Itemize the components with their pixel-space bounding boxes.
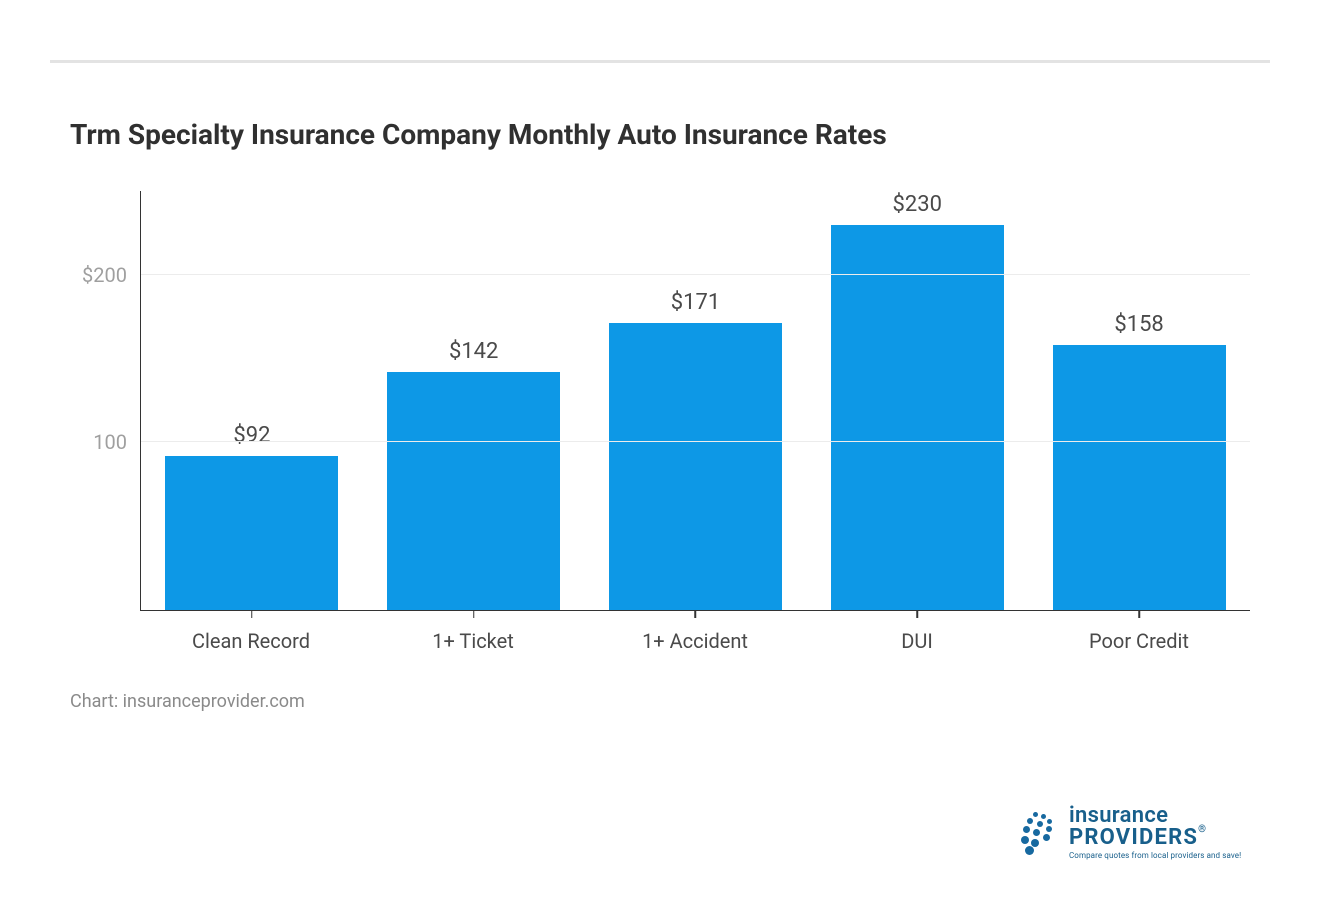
- bar: $92: [165, 456, 338, 610]
- bar: $230: [831, 225, 1004, 610]
- bar-slot: $230: [806, 191, 1028, 610]
- bar-value-label: $158: [1114, 312, 1163, 337]
- y-tick-label: $200: [82, 263, 141, 287]
- x-axis-label: 1+ Ticket: [362, 611, 584, 661]
- logo-registered-mark: ®: [1198, 824, 1206, 835]
- x-axis-label: 1+ Accident: [584, 611, 806, 661]
- bars-group: $92 $142 $171 $230 $158: [141, 191, 1250, 610]
- bar-value-label: $171: [671, 290, 720, 315]
- x-axis-label: DUI: [806, 611, 1028, 661]
- logo-wordmark: insurance PROVIDERS®: [1069, 805, 1241, 849]
- logo-row: insurance PROVIDERS® Compare quotes from…: [1015, 805, 1265, 860]
- top-rule: [50, 60, 1270, 63]
- y-tick-label: 100: [93, 430, 141, 454]
- x-axis-label: Poor Credit: [1028, 611, 1250, 661]
- bar: $158: [1053, 345, 1226, 610]
- bar-slot: $142: [363, 191, 585, 610]
- chart-area: $92 $142 $171 $230 $158 100 $200 Clean Record…: [70, 191, 1250, 661]
- bar-slot: $92: [141, 191, 363, 610]
- bar-value-label: $92: [233, 423, 270, 448]
- gridline: [141, 274, 1250, 275]
- brand-logo: insurance PROVIDERS® Compare quotes from…: [1015, 805, 1265, 860]
- bar: $171: [609, 323, 782, 610]
- chart-source: Chart: insuranceprovider.com: [70, 691, 1270, 712]
- logo-text: insurance PROVIDERS® Compare quotes from…: [1069, 805, 1241, 860]
- chart-title: Trm Specialty Insurance Company Monthly …: [70, 118, 1270, 151]
- gridline: [141, 441, 1250, 442]
- plot-area: $92$142$171$230$158 100$200: [140, 191, 1250, 611]
- bar-slot: $171: [585, 191, 807, 610]
- logo-tagline: Compare quotes from local providers and …: [1069, 852, 1241, 860]
- x-axis-label: Clean Record: [140, 611, 362, 661]
- x-axis-labels: Clean Record1+ Ticket1+ AccidentDUIPoor …: [140, 611, 1250, 661]
- bar-slot: $158: [1028, 191, 1250, 610]
- logo-dots-icon: [1015, 810, 1061, 856]
- bar-value-label: $230: [893, 192, 942, 217]
- logo-word-providers: PROVIDERS: [1069, 825, 1198, 850]
- bar-value-label: $142: [449, 339, 498, 364]
- bar: $142: [387, 372, 560, 610]
- chart-container: Trm Specialty Insurance Company Monthly …: [0, 0, 1320, 920]
